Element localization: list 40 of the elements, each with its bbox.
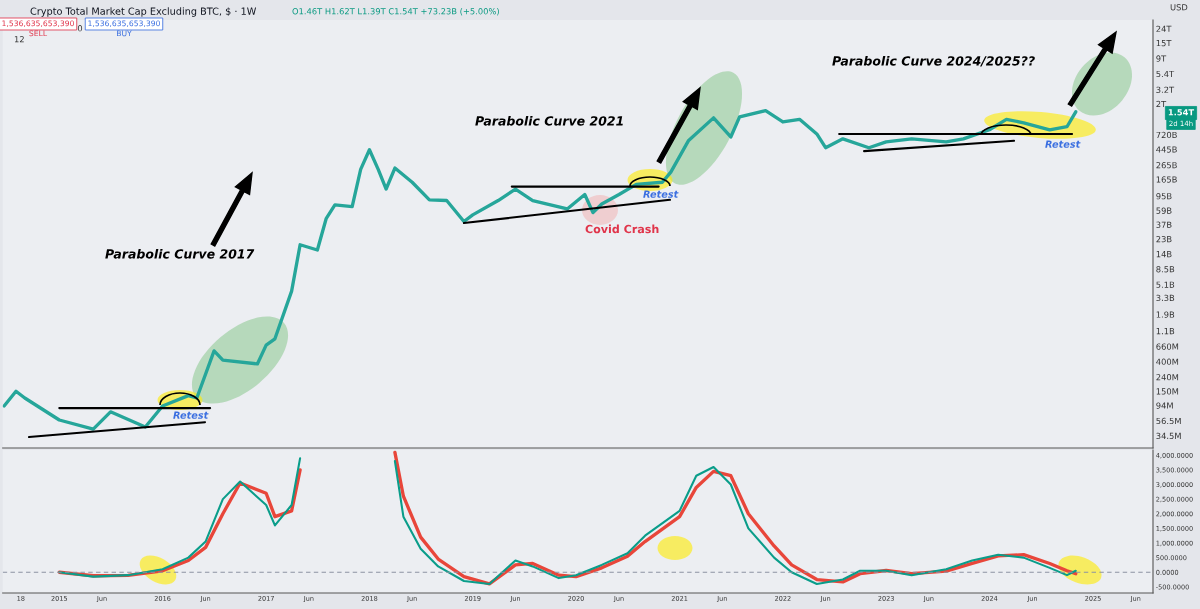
annotation: Retest — [643, 190, 679, 198]
y-tick-label: 660M — [1156, 343, 1179, 350]
y-tick-label: 95B — [1156, 193, 1172, 200]
text: 1.54T — [1168, 109, 1195, 116]
annotation: Parabolic Curve 2024/2025?? — [832, 55, 1035, 67]
y-tick-label: 2T — [1156, 100, 1167, 108]
chart-title: Crypto Total Market Cap Excluding BTC, $ · 1W — [30, 7, 257, 17]
y-tick-label: 8.5B — [1156, 266, 1175, 273]
annotation: 12 — [14, 36, 24, 43]
y-tick-label: 150M — [1156, 388, 1179, 395]
y-tick-label: 3.2T — [1156, 86, 1175, 93]
annotation: Parabolic Curve 2021 — [475, 115, 623, 126]
y-tick-label: 1.9B — [1156, 311, 1175, 318]
y-tick-label: 23B — [1156, 235, 1172, 243]
y-tick-label: 37B — [1156, 221, 1172, 228]
annotation: Retest — [1045, 140, 1081, 148]
chart-subtitle: O1.46T H1.62T L1.39T C1.54T +73.23B (+5.00%) — [292, 7, 499, 16]
y-tick-label: 3.3B — [1156, 294, 1175, 302]
y-tick-label: 265B — [1156, 162, 1177, 169]
y-tick-label: 24T — [1156, 25, 1172, 32]
text: USD — [1170, 4, 1188, 11]
annotation: Retest — [173, 411, 209, 419]
y-tick-label: 5.4T — [1156, 70, 1175, 78]
y-tick-label: 94M — [1156, 402, 1173, 409]
annotation: 0 — [77, 25, 83, 32]
y-tick-label: 59B — [1156, 207, 1172, 214]
y-tick-label: 720B — [1156, 131, 1177, 139]
y-tick-label: 400M — [1156, 358, 1179, 365]
y-tick-label: 34.5M — [1156, 432, 1181, 440]
y-tick-label: 9T — [1156, 55, 1167, 62]
y-tick-label: 445B — [1156, 146, 1177, 153]
y-tick-label: 165B — [1156, 176, 1177, 183]
y-tick-label: 5.1B — [1156, 281, 1175, 288]
annotation: Covid Crash — [585, 224, 659, 234]
y-tick-label: 14B — [1156, 251, 1172, 258]
annotation: Parabolic Curve 2017 — [105, 248, 255, 259]
y-tick-label: 15T — [1156, 40, 1172, 47]
y-tick-label: 56.5M — [1156, 417, 1181, 425]
y-tick-label: 1.1B — [1156, 328, 1175, 335]
y-tick-label: 240M — [1156, 374, 1179, 381]
